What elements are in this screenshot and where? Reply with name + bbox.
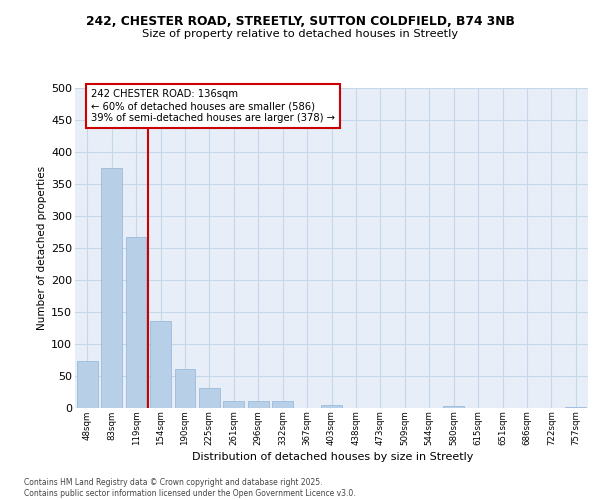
Bar bbox=[125, 236, 146, 408]
Text: Distribution of detached houses by size in Streetly: Distribution of detached houses by size … bbox=[193, 452, 473, 462]
Y-axis label: Number of detached properties: Number of detached properties bbox=[37, 166, 47, 330]
Text: Contains HM Land Registry data © Crown copyright and database right 2025.
Contai: Contains HM Land Registry data © Crown c… bbox=[24, 478, 356, 498]
Bar bbox=[199, 388, 220, 407]
Bar bbox=[272, 401, 293, 407]
Text: Size of property relative to detached houses in Streetly: Size of property relative to detached ho… bbox=[142, 29, 458, 39]
Bar bbox=[248, 401, 269, 407]
Bar bbox=[223, 401, 244, 407]
Bar bbox=[150, 321, 171, 408]
Bar bbox=[443, 406, 464, 407]
Bar bbox=[175, 369, 196, 408]
Bar bbox=[77, 362, 98, 408]
Bar bbox=[565, 407, 586, 408]
Text: 242 CHESTER ROAD: 136sqm
← 60% of detached houses are smaller (586)
39% of semi-: 242 CHESTER ROAD: 136sqm ← 60% of detach… bbox=[91, 90, 335, 122]
Bar bbox=[101, 168, 122, 408]
Text: 242, CHESTER ROAD, STREETLY, SUTTON COLDFIELD, B74 3NB: 242, CHESTER ROAD, STREETLY, SUTTON COLD… bbox=[86, 15, 514, 28]
Bar bbox=[321, 405, 342, 407]
